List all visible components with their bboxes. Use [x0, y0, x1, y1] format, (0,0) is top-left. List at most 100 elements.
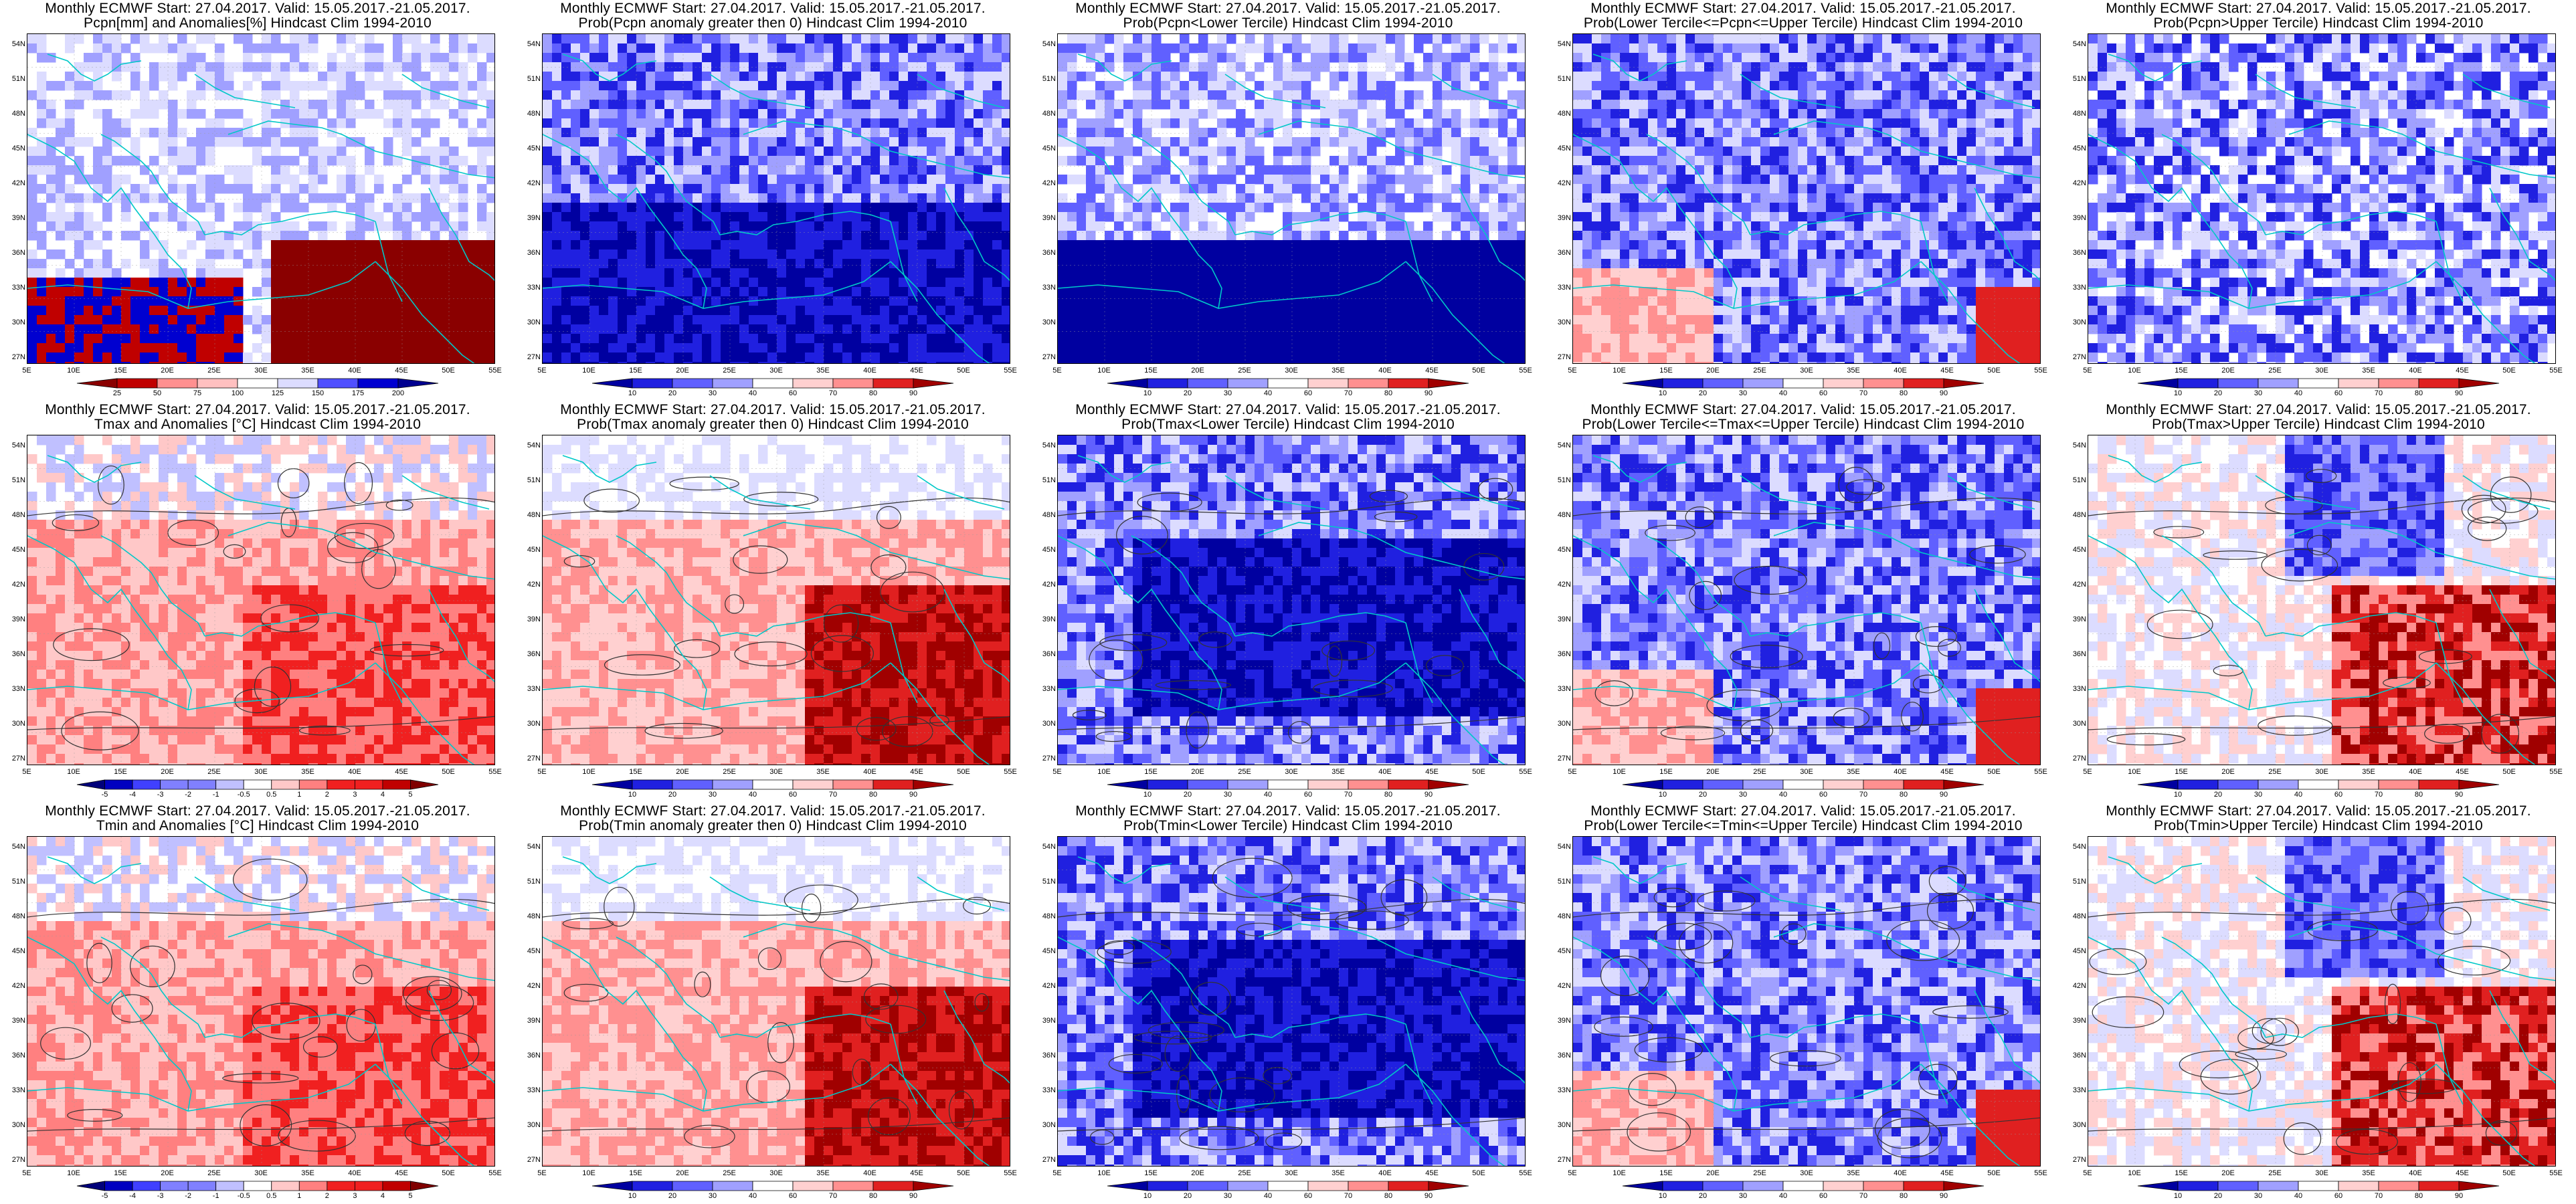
lat-tick-label: 48N	[1550, 912, 1571, 920]
lon-tick-label: 50E	[953, 367, 974, 375]
lat-tick-label: 30N	[1550, 318, 1571, 326]
colorbar-swatch	[752, 1181, 794, 1191]
colorbar-label: 20	[2207, 791, 2229, 799]
lat-tick-label: 42N	[2065, 179, 2086, 187]
colorbar-label: 90	[2448, 389, 2470, 397]
lat-tick-label: 27N	[1550, 1156, 1571, 1164]
colorbar-label: 70	[1852, 791, 1875, 799]
lat-tick-label: 39N	[1034, 1017, 1056, 1025]
lon-tick-label: 40E	[2405, 367, 2425, 375]
lon-tick-label: 10E	[579, 768, 599, 776]
lat-tick-label: 51N	[2065, 75, 2086, 83]
lon-tick-label: 10E	[1094, 367, 1114, 375]
colorbar-label: 20	[1691, 1192, 1714, 1200]
lon-tick-label: 5E	[532, 367, 552, 375]
colorbar-label: 2	[316, 1192, 339, 1200]
lon-tick-label: 45E	[907, 768, 927, 776]
colorbar-label: 30	[2247, 1192, 2270, 1200]
lat-tick-label: 51N	[2065, 476, 2086, 484]
lat-tick-label: 27N	[2065, 755, 2086, 763]
colorbar-swatch	[1307, 779, 1349, 790]
lon-tick-label: 45E	[1422, 367, 1442, 375]
colorbar-label: -5	[94, 1192, 116, 1200]
panel-subtitle: Prob(Lower Tercile<=Tmax<=Upper Tercile)…	[1546, 417, 2061, 432]
lon-tick-label: 5E	[17, 367, 37, 375]
lon-tick-label: 5E	[1047, 367, 1067, 375]
colorbar-swatch	[382, 1181, 411, 1191]
lon-tick-label: 10E	[1609, 768, 1629, 776]
lon-tick-label: 5E	[17, 1169, 37, 1177]
colorbar-label: 70	[1852, 389, 1875, 397]
lon-tick-label: 10E	[2124, 1169, 2144, 1177]
colorbar-label: 90	[2448, 1192, 2470, 1200]
colorbar-swatch	[2418, 779, 2460, 790]
lon-tick-label: 50E	[1469, 1169, 1489, 1177]
lat-tick-label: 45N	[519, 947, 541, 955]
lon-tick-label: 15E	[1656, 367, 1676, 375]
colorbar-swatch	[2338, 1181, 2379, 1191]
colorbar-label: 70	[2367, 1192, 2390, 1200]
colorbar-swatch	[1782, 1181, 1824, 1191]
lon-tick-label: 40E	[1890, 1169, 1910, 1177]
colorbar-swatch	[1428, 779, 1469, 790]
lon-tick-label: 10E	[64, 1169, 84, 1177]
lon-tick-label: 5E	[1047, 1169, 1067, 1177]
colorbar-swatch	[1388, 378, 1429, 389]
colorbar	[2137, 1181, 2500, 1191]
colorbar-swatch	[2378, 779, 2419, 790]
colorbar-swatch	[872, 378, 914, 389]
lon-tick-label: 50E	[1984, 367, 2004, 375]
lon-tick-label: 40E	[860, 768, 880, 776]
map-panel-p6: Monthly ECMWF Start: 27.04.2017. Valid: …	[0, 401, 515, 803]
colorbar-swatch	[632, 1181, 673, 1191]
colorbar-swatch	[1307, 1181, 1349, 1191]
panel-title: Monthly ECMWF Start: 27.04.2017. Valid: …	[1546, 403, 2061, 417]
lat-tick-label: 33N	[4, 685, 25, 693]
colorbar-swatch	[672, 779, 713, 790]
colorbar-label: 40	[741, 791, 764, 799]
lon-tick-label: 45E	[907, 367, 927, 375]
colorbar-swatch	[76, 779, 105, 790]
lon-tick-label: 35E	[2359, 768, 2379, 776]
colorbar-label: 60	[1297, 389, 1319, 397]
colorbar-swatch	[1702, 1181, 1744, 1191]
colorbar-swatch	[1702, 378, 1744, 389]
lon-tick-label: 15E	[2171, 367, 2191, 375]
colorbar-label: 70	[1852, 1192, 1875, 1200]
colorbar-label: 80	[2407, 389, 2430, 397]
colorbar-label: 30	[701, 389, 724, 397]
colorbar-swatch	[1943, 378, 1985, 389]
lon-tick-label: 50E	[1984, 768, 2004, 776]
colorbar-label: 90	[1932, 791, 1955, 799]
lat-tick-label: 42N	[4, 179, 25, 187]
lat-tick-label: 51N	[2065, 878, 2086, 886]
lat-tick-label: 42N	[1550, 982, 1571, 990]
lat-tick-label: 42N	[519, 179, 541, 187]
colorbar-label: 70	[822, 389, 844, 397]
colorbar-label: 0.5	[260, 791, 283, 799]
lat-tick-label: 33N	[1550, 284, 1571, 292]
lon-tick-label: 5E	[1562, 1169, 1582, 1177]
lon-tick-label: 35E	[298, 1169, 318, 1177]
map-field	[542, 435, 1010, 765]
colorbar-label: 40	[741, 389, 764, 397]
lon-tick-label: 55E	[485, 768, 505, 776]
lon-tick-label: 25E	[2265, 367, 2285, 375]
colorbar-swatch	[2137, 1181, 2179, 1191]
lon-tick-label: 55E	[1000, 768, 1020, 776]
colorbar-label: 50	[146, 389, 169, 397]
colorbar-label: -0.5	[232, 1192, 255, 1200]
lat-tick-label: 42N	[1034, 179, 1056, 187]
lon-tick-label: 5E	[2078, 367, 2098, 375]
map-field	[542, 33, 1010, 364]
colorbar-swatch	[157, 378, 198, 389]
colorbar-swatch	[410, 779, 439, 790]
colorbar-swatch	[2217, 378, 2259, 389]
colorbar-label: -1	[205, 791, 227, 799]
lon-tick-label: 45E	[391, 768, 411, 776]
map-field	[27, 33, 495, 364]
lon-tick-label: 20E	[2218, 1169, 2238, 1177]
map-field	[542, 836, 1010, 1167]
colorbar-label: 125	[266, 389, 289, 397]
lat-tick-label: 45N	[4, 546, 25, 554]
